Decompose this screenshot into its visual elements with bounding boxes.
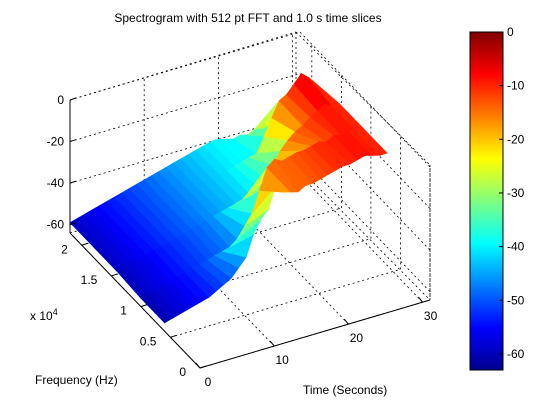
- y-exponent-label: x 104: [30, 307, 58, 323]
- chart-title: Spectrogram with 512 pt FFT and 1.0 s ti…: [114, 11, 381, 25]
- z-tick-mark: [69, 97, 77, 101]
- x-tick-mark: [418, 296, 423, 303]
- colorbar-tick-label: -10: [507, 79, 525, 93]
- y-tick-label: 2: [61, 242, 68, 256]
- colorbar-tick-label: -20: [507, 132, 525, 146]
- colorbar-tick-label: -30: [507, 186, 525, 200]
- y-tick-mark: [81, 242, 88, 246]
- colorbar-tick-label: -40: [507, 240, 525, 254]
- y-axis-line: [69, 232, 201, 369]
- colorbar-tick-label: -60: [507, 347, 525, 361]
- y-tick-mark: [111, 273, 118, 277]
- y-tick-mark: [140, 304, 148, 308]
- y-ticks: 0 0.5 1 1.5 2: [61, 242, 207, 379]
- x-ticks: 0 10 20 30: [195, 296, 438, 389]
- y-tick-label: 1.5: [81, 273, 98, 287]
- x-tick-mark: [195, 362, 201, 369]
- x-tick-label: 30: [424, 309, 438, 323]
- z-tick-label: -60: [47, 218, 65, 232]
- grid-line: [295, 31, 431, 166]
- z-ticks: 0 -20 -40 -60: [47, 93, 77, 232]
- surface: [69, 73, 388, 324]
- y-tick-label: 0: [179, 365, 186, 379]
- colorbar: 0 -10 -20 -30 -40 -50 -60: [469, 25, 525, 371]
- y-tick-label: 1: [120, 304, 127, 318]
- colorbar-tick-label: 0: [507, 25, 514, 39]
- y-tick-mark: [170, 334, 177, 338]
- colorbar-gradient: [469, 31, 504, 371]
- x-tick-label: 0: [205, 375, 212, 389]
- z-tick-mark: [69, 139, 77, 143]
- z-tick-label: -40: [47, 176, 65, 190]
- x-axis-label: Time (Seconds): [303, 383, 387, 397]
- x-tick-mark: [269, 340, 275, 347]
- y-tick-label: 0.5: [140, 334, 157, 348]
- front-axes: [69, 232, 431, 369]
- z-tick-label: -20: [47, 135, 65, 149]
- z-tick-label: 0: [57, 93, 64, 107]
- colorbar-tick-label: -50: [507, 293, 525, 307]
- z-tick-mark: [69, 180, 77, 184]
- y-tick-mark: [199, 365, 207, 369]
- grid-line: [69, 31, 297, 101]
- grid-line: [292, 166, 423, 303]
- x-tick-label: 20: [350, 331, 364, 345]
- surface-patch: [355, 128, 388, 156]
- x-tick-label: 10: [276, 353, 290, 367]
- y-axis-label: Frequency (Hz): [35, 373, 118, 387]
- z-tick-mark: [69, 222, 77, 226]
- x-axis-line: [199, 299, 431, 369]
- grid-line: [295, 164, 431, 301]
- colorbar-ticks: 0 -10 -20 -30 -40 -50 -60: [499, 25, 525, 361]
- x-tick-mark: [343, 318, 349, 325]
